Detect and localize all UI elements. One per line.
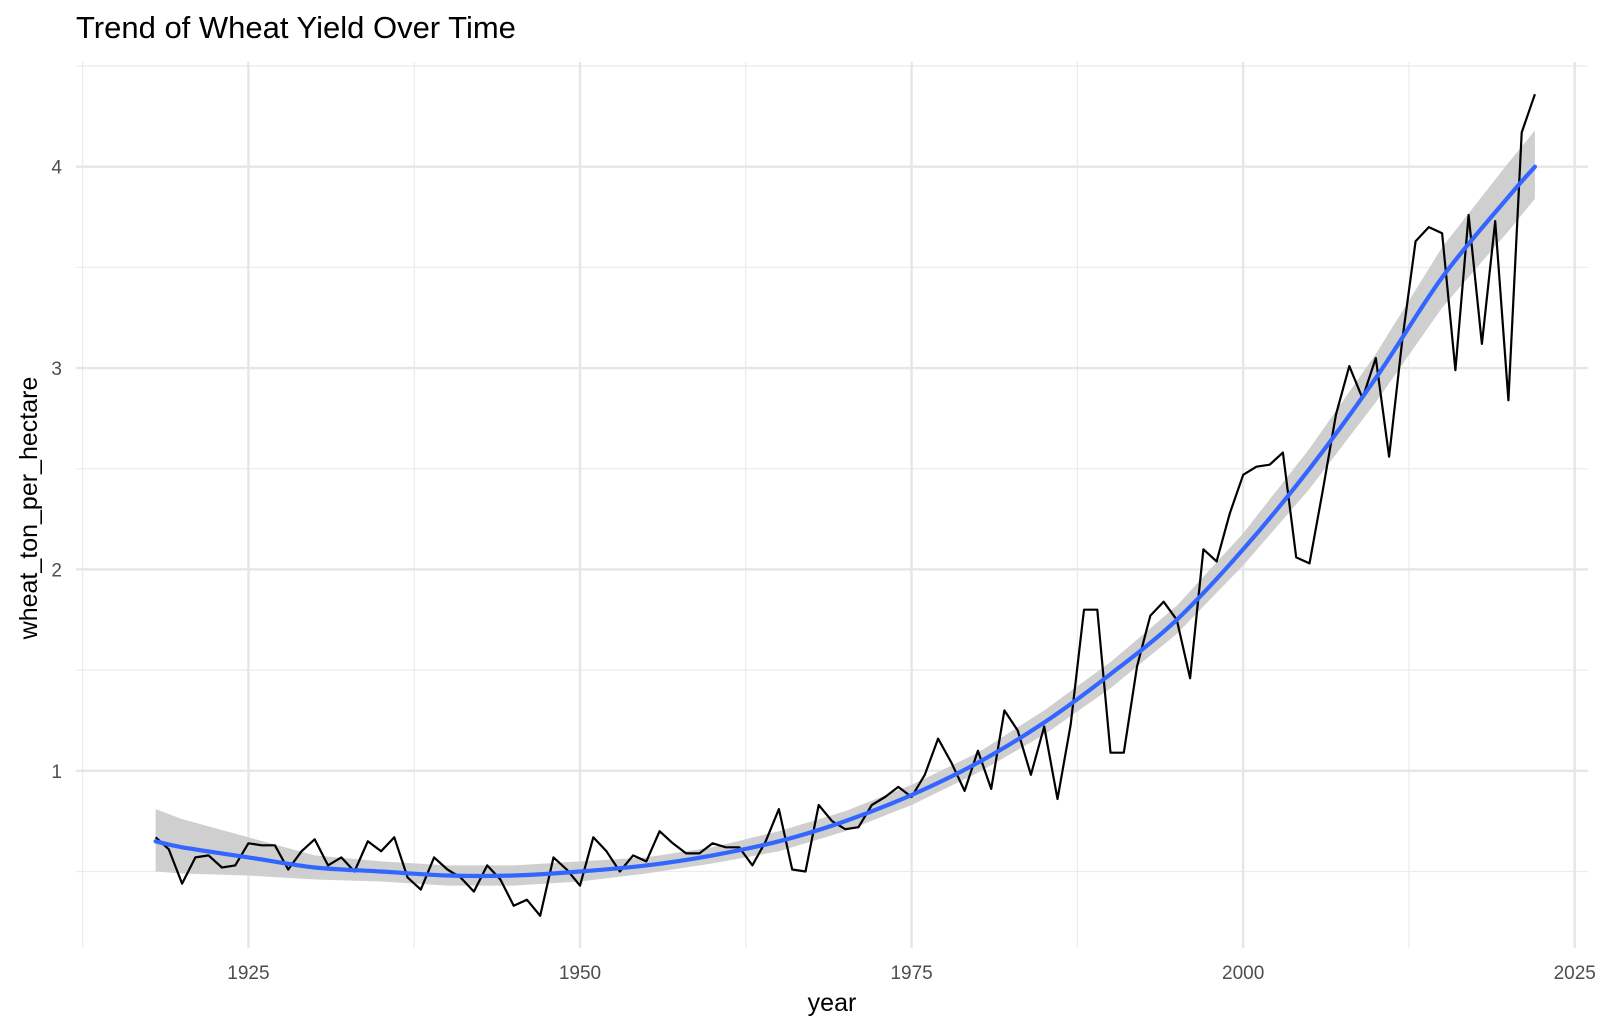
x-axis-ticks: 1925 1950 1975 2000 2025 — [227, 963, 1596, 984]
y-axis-ticks: 1 2 3 4 — [51, 158, 62, 783]
x-tick-label: 2025 — [1554, 963, 1596, 984]
y-tick-label: 1 — [51, 762, 62, 783]
x-tick-label: 1975 — [890, 963, 932, 984]
y-axis-title: wheat_ton_per_hectare — [15, 377, 43, 641]
y-tick-label: 3 — [51, 359, 62, 380]
yield-line — [154, 93, 1536, 917]
x-axis-title: year — [808, 989, 857, 1017]
trend-smooth-line — [153, 164, 1537, 879]
data-line-layer — [154, 93, 1536, 917]
y-tick-label: 4 — [51, 158, 62, 179]
smooth-line-layer — [153, 164, 1537, 879]
x-tick-label: 2000 — [1222, 963, 1264, 984]
x-tick-label: 1950 — [559, 963, 601, 984]
y-tick-label: 2 — [51, 560, 62, 581]
x-tick-label: 1925 — [227, 963, 269, 984]
chart-title: Trend of Wheat Yield Over Time — [76, 10, 516, 45]
